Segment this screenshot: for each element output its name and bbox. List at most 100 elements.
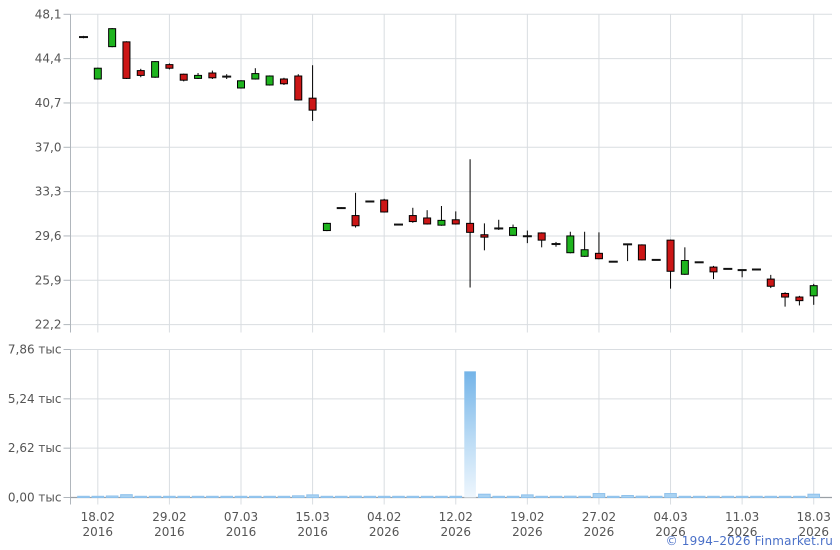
candle — [194, 73, 203, 79]
year-label: 2026 — [584, 525, 615, 539]
volume-bar — [105, 495, 119, 499]
volume-bar — [664, 493, 677, 499]
year-label: 2026 — [727, 525, 758, 539]
candle-body-down — [351, 215, 360, 227]
candle — [437, 205, 446, 226]
volume-bar — [535, 495, 548, 498]
volume-bar — [492, 495, 506, 498]
volume-bar — [363, 495, 377, 498]
year-label: 2026 — [440, 525, 471, 539]
candle-body-up — [509, 227, 518, 236]
volume-bar — [120, 494, 133, 498]
year-label: 2026 — [798, 525, 829, 539]
volume-bar — [77, 495, 90, 498]
candle — [93, 67, 102, 80]
price-axis-label: 40,7 — [35, 96, 62, 110]
volume-bar — [649, 495, 663, 498]
date-label: 07.03 — [224, 510, 258, 524]
candle — [322, 222, 331, 232]
candle — [279, 77, 288, 85]
volume-bar — [134, 495, 148, 498]
candle-body-up — [108, 28, 117, 48]
volume-bar — [635, 495, 649, 499]
candle — [623, 243, 633, 262]
volume-bar — [334, 495, 348, 498]
candle-body-down — [294, 75, 303, 101]
candle — [466, 159, 475, 288]
price-axis-label: 37,0 — [35, 140, 62, 154]
candle — [509, 224, 518, 236]
candle — [179, 73, 188, 82]
candle — [537, 232, 546, 248]
year-label: 2026 — [369, 525, 400, 539]
candle-body-down — [466, 222, 475, 233]
volume-axis-label: 5,24 тыс — [8, 392, 62, 406]
candle — [122, 41, 131, 79]
candle — [251, 68, 260, 80]
volume-bar — [234, 495, 248, 498]
candle-body-up — [93, 67, 102, 80]
candles — [79, 28, 818, 307]
volume-bar — [464, 371, 476, 498]
price-axis-label: 33,3 — [35, 185, 62, 199]
volume-bar — [406, 495, 420, 498]
candle — [480, 223, 489, 251]
volume-bar — [206, 495, 219, 498]
volume-bar — [621, 495, 634, 498]
candle — [795, 295, 804, 306]
volume-bar — [606, 495, 620, 498]
candle-body-up — [151, 61, 160, 78]
volume-bar — [478, 493, 491, 498]
candle-body-down — [795, 296, 804, 302]
candle — [737, 269, 747, 278]
date-label: 19.02 — [510, 510, 544, 524]
candle-body-up — [566, 235, 575, 254]
volume-bar — [506, 495, 520, 498]
volume-bar — [692, 495, 706, 498]
candle-body-up — [251, 73, 260, 80]
finmarket-copyright-link[interactable]: © 1994–2026 Finmarket.ru — [665, 534, 833, 548]
price-grid: 48,1 44,4 40,7 37,0 33,3 29,6 25,9 22,2 — [35, 7, 832, 332]
volume-bar — [778, 495, 792, 498]
volume-bar — [564, 495, 577, 499]
date-label: 29.02 — [152, 510, 186, 524]
volume-bar — [148, 495, 162, 498]
volume-bar — [678, 495, 692, 498]
price-axis-label: 48,1 — [35, 7, 62, 21]
volume-bar — [592, 493, 606, 499]
volume-bar — [91, 495, 105, 498]
candle — [551, 241, 561, 247]
year-label: 2016 — [154, 525, 185, 539]
candle — [522, 230, 532, 244]
candle-body-down — [637, 244, 646, 261]
candle — [151, 61, 160, 78]
candle — [751, 268, 761, 271]
candle — [136, 68, 145, 78]
date-label: 04.02 — [367, 510, 401, 524]
candle-body-down — [423, 217, 432, 225]
candle-body-down — [709, 266, 718, 273]
volume-bar — [721, 495, 735, 498]
volume-bar — [420, 495, 434, 498]
candle — [365, 200, 375, 203]
volume-bar — [377, 495, 391, 498]
candle — [709, 265, 718, 280]
candle-body-down — [537, 232, 546, 241]
volume-bar — [349, 495, 362, 499]
candle — [165, 63, 174, 70]
volume-bar — [750, 495, 763, 498]
volume-bar — [306, 494, 319, 498]
volume-bar — [435, 495, 448, 498]
candle-body-down — [179, 73, 188, 81]
axes — [70, 14, 832, 505]
candle-body-down — [279, 78, 288, 85]
candle-body-up — [194, 74, 203, 79]
year-label: 2016 — [83, 525, 114, 539]
candle-body-down — [594, 252, 603, 260]
volume-bars — [77, 371, 821, 499]
candle — [494, 219, 504, 230]
candle — [222, 74, 232, 79]
candle — [380, 198, 389, 213]
year-label: 2026 — [655, 525, 686, 539]
